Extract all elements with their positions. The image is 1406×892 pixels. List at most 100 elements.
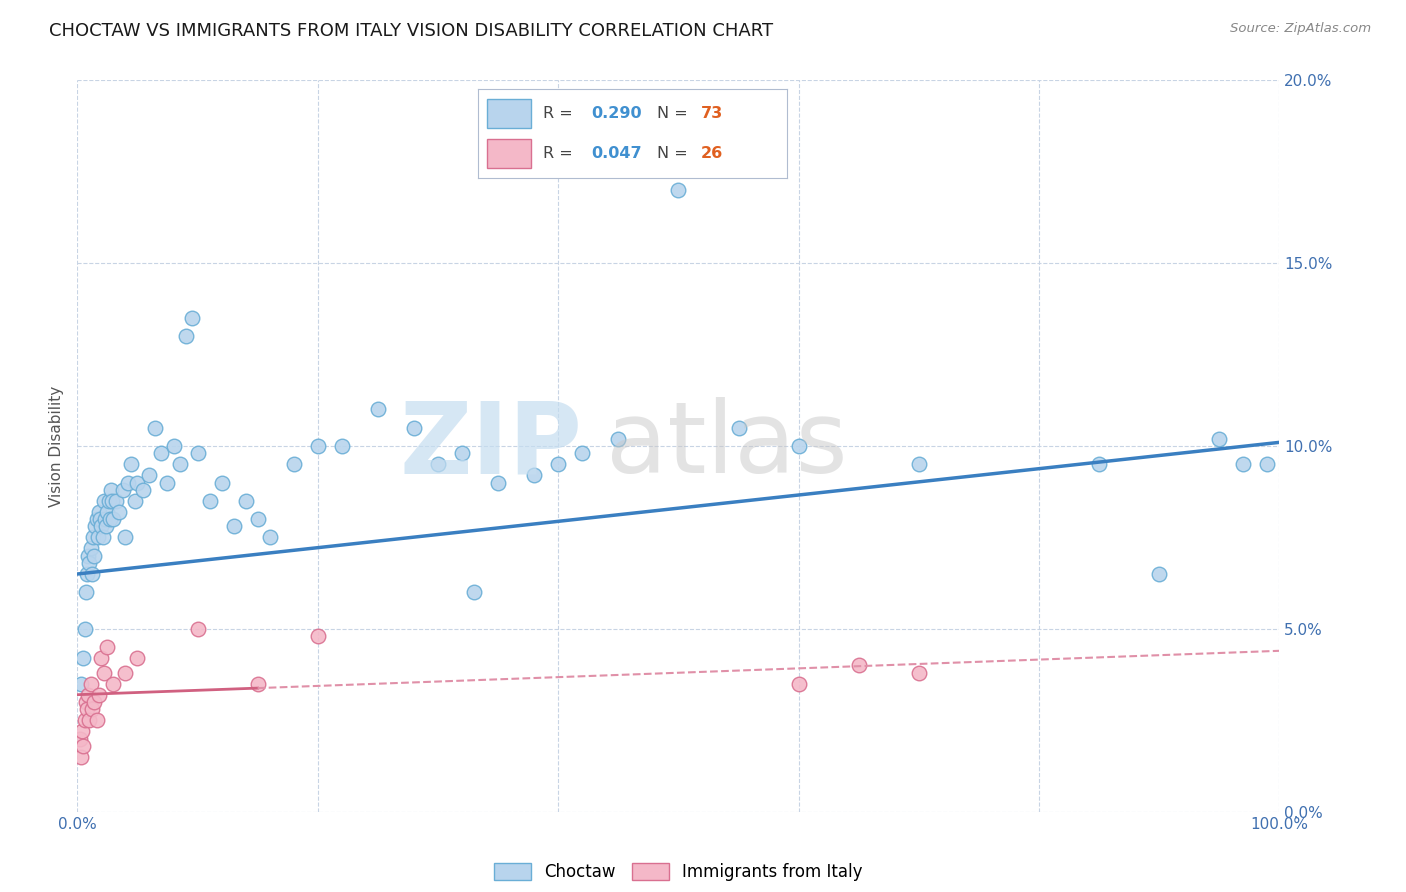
Point xyxy=(89,512,111,526)
Point xyxy=(571,446,593,460)
Point xyxy=(77,688,100,702)
Point xyxy=(103,676,125,690)
Point xyxy=(73,622,96,636)
Point xyxy=(87,530,110,544)
FancyBboxPatch shape xyxy=(488,99,530,128)
Text: R =: R = xyxy=(543,146,578,161)
Point xyxy=(169,458,191,472)
Point xyxy=(79,714,101,728)
Point xyxy=(75,585,97,599)
Point xyxy=(127,651,149,665)
Point xyxy=(150,446,173,460)
Point xyxy=(94,512,117,526)
Text: 73: 73 xyxy=(700,106,723,120)
Point xyxy=(187,446,209,460)
Point xyxy=(87,688,110,702)
Point xyxy=(259,530,281,544)
Point xyxy=(69,731,91,746)
Point xyxy=(73,714,96,728)
Point xyxy=(98,512,121,526)
Point xyxy=(727,421,749,435)
Text: 0.290: 0.290 xyxy=(591,106,641,120)
Point xyxy=(96,519,118,533)
Point xyxy=(76,567,98,582)
Point xyxy=(90,519,112,533)
Point xyxy=(607,432,630,446)
Point xyxy=(486,475,509,490)
Point xyxy=(72,739,94,753)
Point xyxy=(79,676,101,690)
Point xyxy=(75,695,97,709)
Point xyxy=(114,530,136,544)
Point xyxy=(463,585,485,599)
Text: Source: ZipAtlas.com: Source: ZipAtlas.com xyxy=(1230,22,1371,36)
Point xyxy=(79,541,101,556)
Text: ZIP: ZIP xyxy=(399,398,582,494)
Point xyxy=(547,458,569,472)
Point xyxy=(120,458,142,472)
Point xyxy=(90,651,112,665)
Point xyxy=(156,475,179,490)
Point xyxy=(787,676,810,690)
Point xyxy=(96,640,118,655)
Point xyxy=(222,519,245,533)
Point xyxy=(76,702,98,716)
Point xyxy=(87,505,110,519)
Point xyxy=(246,512,269,526)
Point xyxy=(93,494,115,508)
Point xyxy=(1256,458,1278,472)
Point xyxy=(124,494,146,508)
Point xyxy=(103,512,125,526)
Point xyxy=(83,549,105,563)
Text: atlas: atlas xyxy=(606,398,848,494)
Point xyxy=(80,702,103,716)
Point xyxy=(668,183,690,197)
Point xyxy=(848,658,870,673)
Point xyxy=(82,530,104,544)
Point xyxy=(108,505,131,519)
Point xyxy=(908,665,931,680)
Point xyxy=(127,475,149,490)
Text: N =: N = xyxy=(658,106,693,120)
Point xyxy=(145,421,167,435)
Point xyxy=(72,651,94,665)
Text: 0.047: 0.047 xyxy=(591,146,641,161)
Text: CHOCTAW VS IMMIGRANTS FROM ITALY VISION DISABILITY CORRELATION CHART: CHOCTAW VS IMMIGRANTS FROM ITALY VISION … xyxy=(49,22,773,40)
Point xyxy=(330,439,353,453)
Point xyxy=(235,494,257,508)
Point xyxy=(101,494,124,508)
Point xyxy=(523,468,546,483)
Point xyxy=(77,549,100,563)
Point xyxy=(180,311,202,326)
Point xyxy=(100,483,122,497)
Point xyxy=(908,458,931,472)
Point xyxy=(187,622,209,636)
Point xyxy=(86,714,108,728)
Point xyxy=(1088,458,1111,472)
Text: 26: 26 xyxy=(700,146,723,161)
Text: R =: R = xyxy=(543,106,578,120)
Point xyxy=(787,439,810,453)
Point xyxy=(211,475,233,490)
Point xyxy=(93,665,115,680)
Point xyxy=(246,676,269,690)
Point xyxy=(80,567,103,582)
Point xyxy=(96,505,118,519)
Point xyxy=(70,676,93,690)
Point xyxy=(1232,458,1254,472)
Point xyxy=(70,724,93,739)
Legend: Choctaw, Immigrants from Italy: Choctaw, Immigrants from Italy xyxy=(488,856,869,888)
Point xyxy=(1208,432,1230,446)
Point xyxy=(174,329,197,343)
Point xyxy=(367,402,389,417)
Point xyxy=(86,512,108,526)
Point xyxy=(104,494,127,508)
Point xyxy=(307,439,329,453)
Point xyxy=(91,530,114,544)
Point xyxy=(198,494,221,508)
Point xyxy=(84,519,107,533)
Point xyxy=(307,629,329,643)
Point xyxy=(114,665,136,680)
Point xyxy=(1149,567,1171,582)
Y-axis label: Vision Disability: Vision Disability xyxy=(49,385,65,507)
